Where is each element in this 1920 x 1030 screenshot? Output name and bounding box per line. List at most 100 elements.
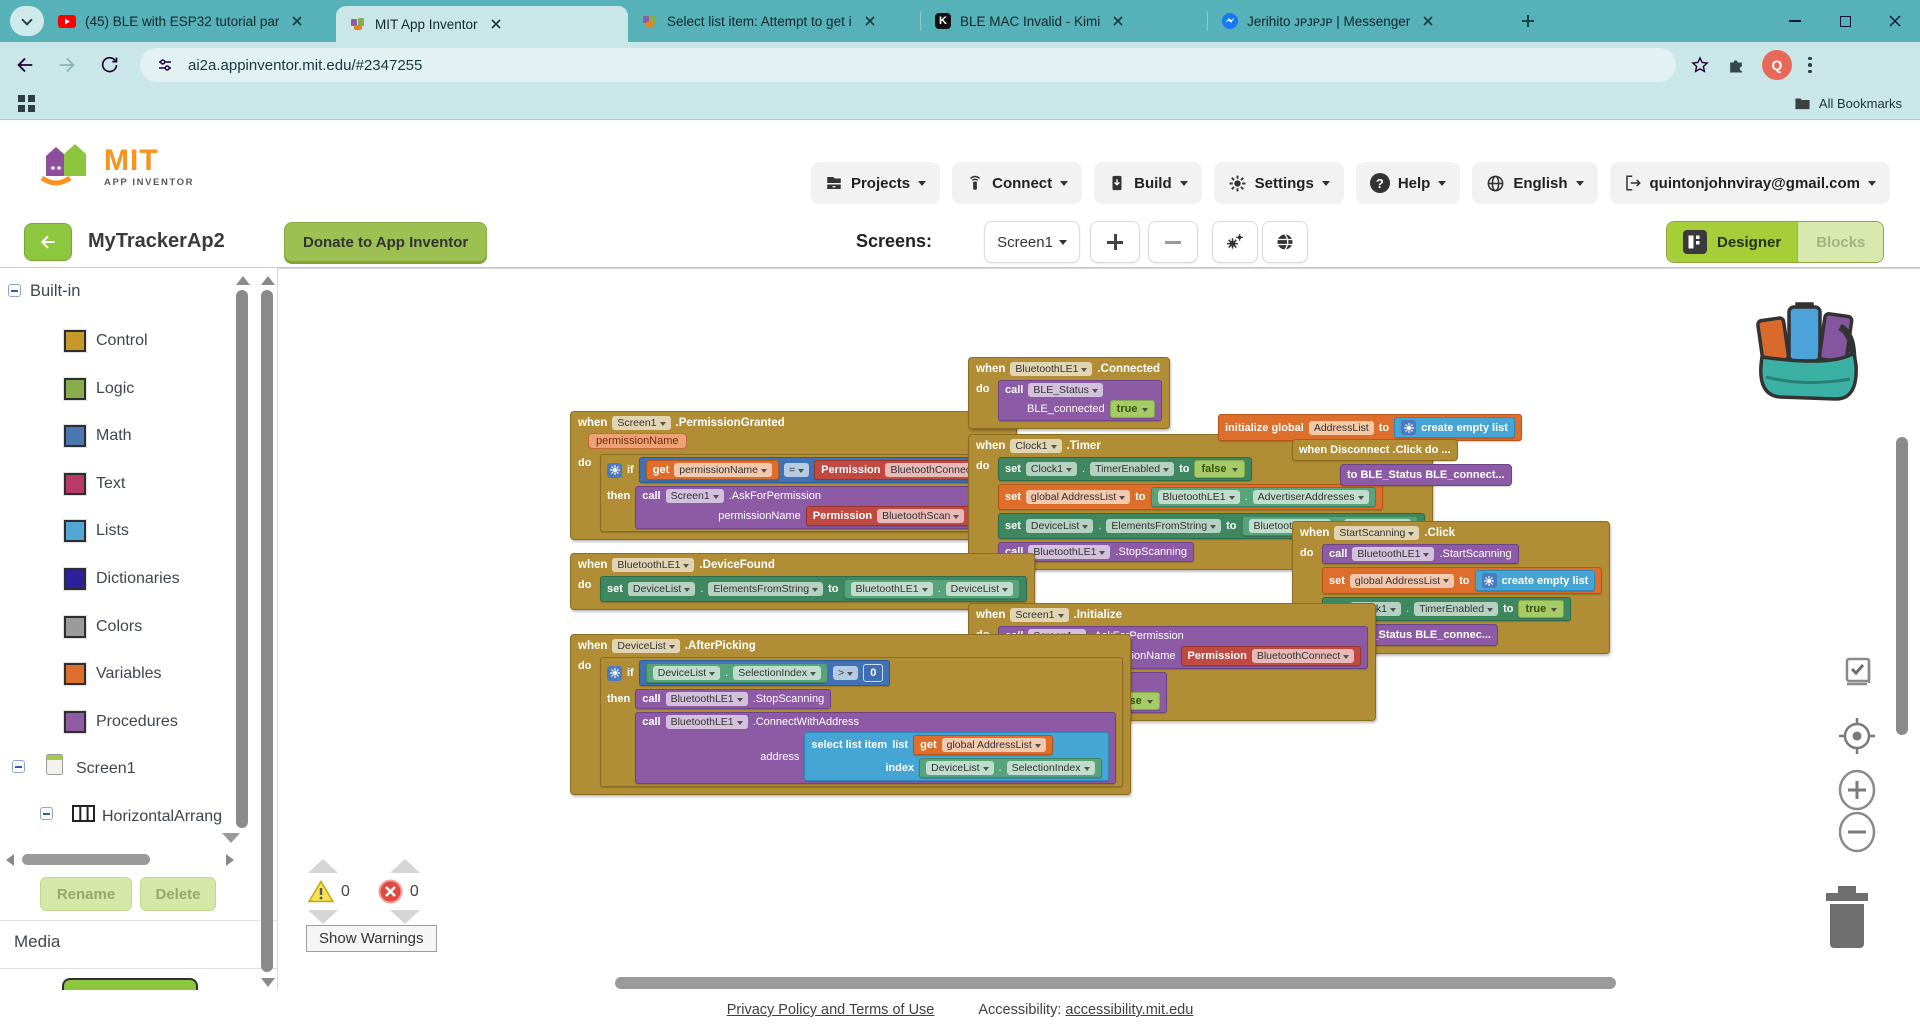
block-set-elementsfromstring2[interactable]: set DeviceList. ElementsFromString to Bluet…	[600, 576, 1028, 602]
block-equals[interactable]: get permissionName = Permission BluetoothC…	[638, 457, 1002, 483]
delete-button[interactable]: Delete	[140, 877, 216, 911]
tree-hscroll-right-arrow[interactable]	[226, 854, 234, 866]
block-when-ble-connected[interactable]: when BluetoothLE1 .Connected do call BLE_St…	[968, 357, 1171, 429]
all-bookmarks-button[interactable]: All Bookmarks	[1794, 96, 1902, 111]
forward-button[interactable]	[50, 48, 84, 82]
tab-close-button[interactable]	[1419, 12, 1437, 30]
window-minimize-button[interactable]	[1770, 0, 1820, 42]
block-select-list-item[interactable]: select list item list get global AddressLi…	[804, 732, 1109, 781]
block-set-global-addresslist[interactable]: set global AddressList to BluetoothLE1. Adv…	[998, 484, 1383, 510]
block-if2[interactable]: if DeviceList. SelectionIndex > 0 then ca…	[600, 657, 1123, 787]
block-permission-bluetoothscan[interactable]: Permission BluetoothScan	[805, 506, 972, 526]
block-when-devicelist-afterpicking[interactable]: when DeviceList .AfterPicking do if Device…	[570, 634, 1131, 795]
collapse-builtin-icon[interactable]	[8, 284, 21, 297]
error-up-stepper[interactable]	[390, 859, 420, 873]
sidebar-item-procedures[interactable]: Procedures	[0, 710, 230, 741]
tab-mit-app-inventor[interactable]: MIT App Inventor	[336, 6, 628, 42]
block-create-empty-list[interactable]: create empty list	[1394, 417, 1515, 438]
block-get-permissionname[interactable]: get permissionName	[645, 460, 780, 480]
new-tab-button[interactable]	[1514, 7, 1542, 35]
menu-connect[interactable]: Connect	[952, 162, 1083, 204]
mutator-gear-icon[interactable]	[607, 665, 622, 681]
block-get-global-addresslist[interactable]: get global AddressList	[913, 735, 1053, 755]
publish-globe-button[interactable]	[1262, 221, 1308, 263]
extensions-puzzle-icon[interactable]	[1726, 55, 1746, 75]
menu-account[interactable]: quintonjohnviray@gmail.com	[1609, 162, 1890, 204]
panel-scroll-up-arrow[interactable]	[261, 276, 275, 285]
trash-icon[interactable]	[1818, 884, 1876, 950]
menu-build[interactable]: Build	[1094, 162, 1202, 204]
profile-avatar[interactable]: Q	[1762, 50, 1792, 80]
menu-language[interactable]: English	[1472, 162, 1598, 204]
tab-close-button[interactable]	[861, 12, 879, 30]
tab-close-button[interactable]	[1109, 12, 1127, 30]
block-call-askforpermission[interactable]: call Screen1 .AskForPermission permissionN…	[635, 486, 979, 529]
menu-projects[interactable]: Projects	[810, 162, 941, 204]
tab-close-button[interactable]	[487, 15, 505, 33]
back-to-projects-button[interactable]	[24, 223, 72, 261]
block-greater-than[interactable]: DeviceList. SelectionIndex > 0	[638, 660, 891, 686]
url-bar[interactable]: ai2a.appinventor.mit.edu/#2347255	[140, 48, 1676, 82]
privacy-policy-link[interactable]: Privacy Policy and Terms of Use	[726, 1002, 935, 1018]
zoom-out-icon[interactable]	[1838, 811, 1876, 853]
window-maximize-button[interactable]	[1820, 0, 1870, 42]
blocks-workspace[interactable]: when Screen1 .PermissionGranted permission…	[278, 268, 1920, 990]
backpack-icon[interactable]	[1756, 299, 1862, 401]
donate-button[interactable]: Donate to App Inventor	[284, 222, 488, 262]
collapse-screen1-icon[interactable]	[12, 760, 25, 773]
sidebar-item-lists[interactable]: Lists	[0, 519, 230, 550]
tab-select-list-item[interactable]: Select list item: Attempt to get i	[628, 0, 920, 42]
sidebar-item-math[interactable]: Math	[0, 424, 230, 455]
warning-up-stepper[interactable]	[308, 859, 338, 873]
tab-close-button[interactable]	[288, 12, 306, 30]
block-get-selectionindex[interactable]: DeviceList. SelectionIndex	[645, 663, 829, 683]
block-get-selectionindex2[interactable]: DeviceList. SelectionIndex	[919, 758, 1102, 778]
block-create-empty-list2[interactable]: create empty list	[1474, 570, 1596, 591]
block-false[interactable]: false	[1194, 460, 1245, 478]
sidebar-item-logic[interactable]: Logic	[0, 377, 230, 408]
block-permission-bluetoothconnect[interactable]: Permission BluetoothConnect	[814, 460, 995, 480]
menu-help[interactable]: ? Help	[1355, 162, 1461, 204]
media-responsiveness-icon[interactable]	[1838, 651, 1872, 687]
tree-hscroll-left-arrow[interactable]	[6, 854, 14, 866]
mutator-gear-icon[interactable]	[607, 462, 622, 478]
reload-button[interactable]	[92, 48, 126, 82]
center-workspace-icon[interactable]	[1838, 717, 1876, 755]
tab-youtube[interactable]: (45) BLE with ESP32 tutorial par	[44, 0, 336, 42]
window-close-button[interactable]	[1870, 0, 1920, 42]
zoom-in-icon[interactable]	[1838, 769, 1876, 811]
back-button[interactable]	[8, 48, 42, 82]
tab-kimi[interactable]: K BLE MAC Invalid - Kimi	[921, 0, 1207, 42]
block-if[interactable]: if get permissionName = Permission Bluetoo…	[600, 454, 1009, 532]
block-true2[interactable]: true	[1518, 600, 1565, 618]
sidebar-item-text[interactable]: Text	[0, 472, 230, 503]
apps-grid-icon[interactable]	[18, 95, 35, 112]
upload-file-button[interactable]: Upload File ...	[62, 978, 198, 990]
bookmark-star-icon[interactable]	[1690, 55, 1710, 75]
error-down-stepper[interactable]	[390, 910, 420, 924]
workspace-hscrollbar-thumb[interactable]	[615, 977, 1616, 989]
block-initialize-global-addresslist[interactable]: initialize global AddressList to create em…	[1218, 414, 1522, 441]
screen-selector-dropdown[interactable]: Screen1	[984, 221, 1080, 263]
block-call-stopscanning2[interactable]: call BluetoothLE1 .StopScanning	[635, 689, 832, 709]
tree-node-horizontal-arrangement[interactable]: HorizontalArrang	[102, 808, 223, 825]
show-warnings-button[interactable]: Show Warnings	[306, 925, 437, 952]
accessibility-link[interactable]: accessibility.mit.edu	[1065, 1002, 1194, 1018]
sidebar-item-dictionaries[interactable]: Dictionaries	[0, 567, 230, 598]
palette-scroll-up-arrow[interactable]	[236, 276, 250, 285]
block-true[interactable]: true	[1109, 400, 1156, 418]
block-permission-bluetoothconnect2[interactable]: Permission BluetoothConnect	[1180, 646, 1362, 666]
tree-hscrollbar-thumb[interactable]	[22, 854, 150, 865]
designer-toggle-button[interactable]: Designer	[1667, 222, 1798, 262]
block-get-devicelist2[interactable]: BluetoothLE1. DeviceList	[843, 579, 1021, 599]
panel-scrollbar-thumb[interactable]	[261, 290, 273, 972]
mutator-gear-icon[interactable]	[1481, 573, 1497, 588]
dropdown-icon[interactable]	[659, 421, 666, 429]
blocks-toggle-button[interactable]: Blocks	[1797, 222, 1884, 262]
block-set-timerenabled-false[interactable]: set Clock1. TimerEnabled to false	[998, 457, 1252, 481]
add-screen-button[interactable]	[1090, 221, 1140, 263]
tree-node-screen1[interactable]: Screen1	[76, 760, 136, 777]
browser-menu-kebab-icon[interactable]	[1808, 56, 1812, 74]
mit-app-inventor-logo[interactable]: MIT APP INVENTOR	[38, 138, 194, 188]
remove-screen-button[interactable]	[1148, 221, 1198, 263]
